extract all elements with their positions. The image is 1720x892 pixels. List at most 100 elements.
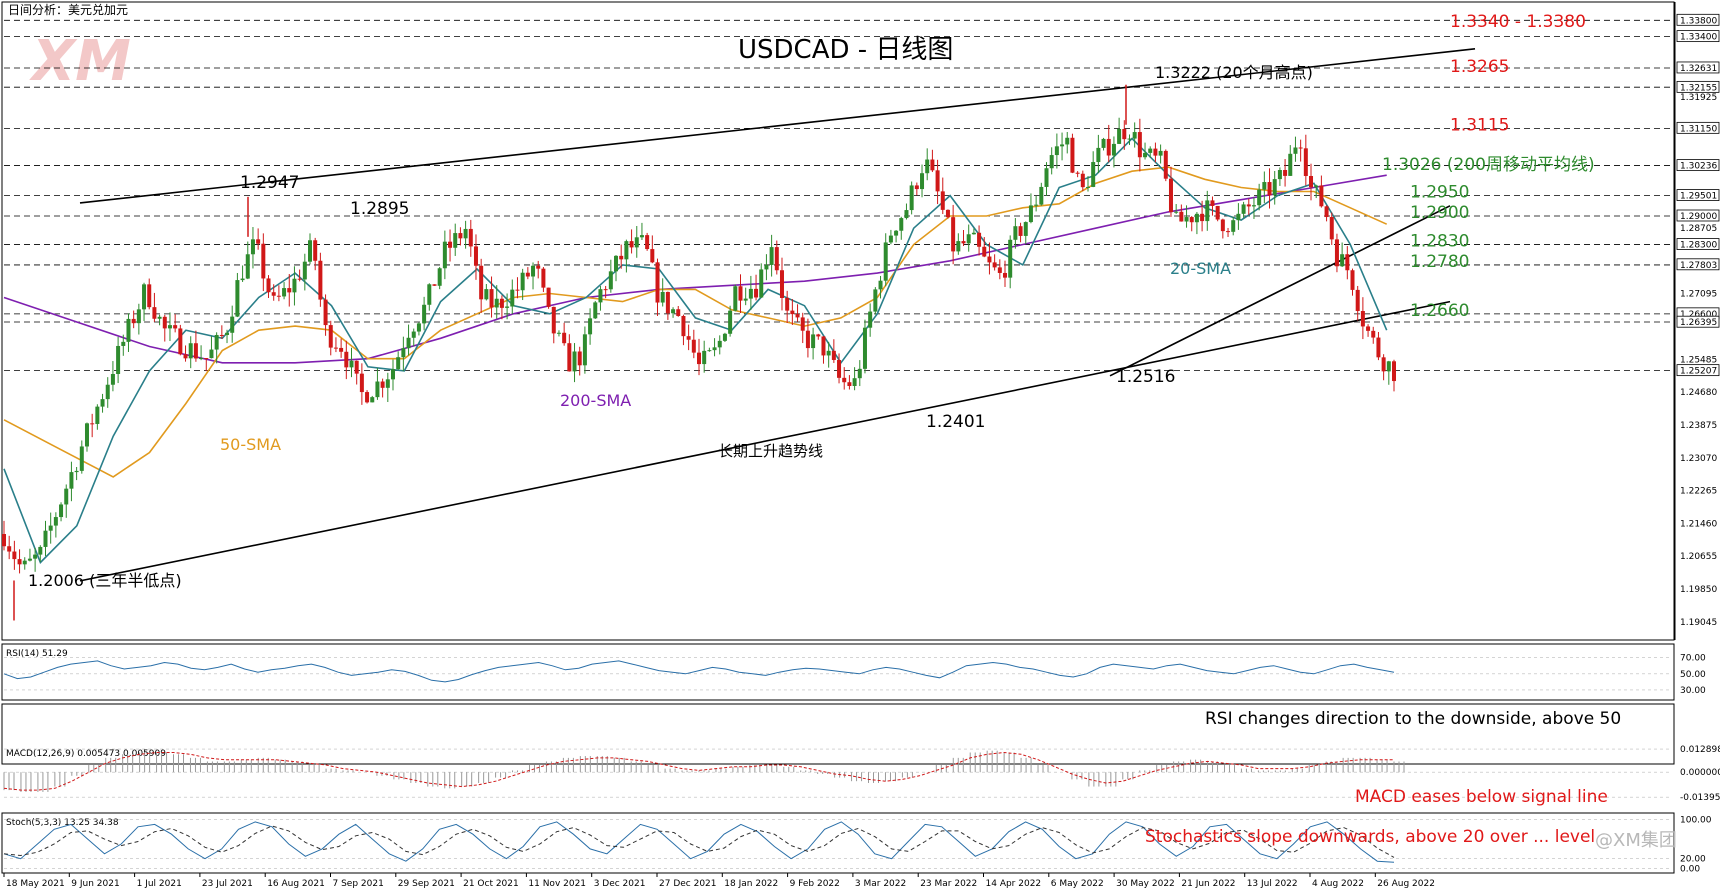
- stoch-tick-1: 20.00: [1680, 855, 1706, 865]
- candle-body: [12, 551, 17, 560]
- moving-average-lines: [3, 137, 1388, 564]
- candle-body: [1329, 217, 1334, 240]
- candle-body: [914, 185, 919, 190]
- annotation-1-2895: 1.2895: [350, 199, 409, 219]
- candle-body: [800, 317, 805, 331]
- candle-body: [1122, 129, 1127, 140]
- candle-body: [577, 351, 582, 366]
- candle-body: [390, 369, 395, 380]
- candle-body: [1340, 254, 1345, 267]
- candle-body: [816, 334, 821, 337]
- level-label-2: 1.3115: [1450, 115, 1509, 135]
- candle-body: [598, 289, 603, 303]
- candlesticks: [2, 84, 1396, 621]
- price-tick-label-12: 1.27095: [1680, 290, 1717, 300]
- candle-body: [1324, 206, 1329, 218]
- candle-body: [1065, 137, 1070, 145]
- price-tag-box-16: [1676, 364, 1720, 377]
- candle-body: [27, 558, 32, 561]
- price-tick-label-14: 1.26395: [1680, 318, 1717, 328]
- candle-body: [370, 397, 375, 403]
- date-tick-label-5: 7 Sep 2021: [333, 879, 384, 888]
- candle-body: [546, 287, 551, 307]
- candle-body: [59, 504, 64, 518]
- candle-body: [204, 358, 209, 360]
- candle-body: [556, 332, 561, 334]
- candle-body: [1080, 173, 1085, 188]
- candle-body: [1070, 137, 1075, 173]
- rsi-pane: [1, 643, 1675, 701]
- candle-body: [1132, 132, 1137, 139]
- candle-body: [7, 546, 12, 552]
- date-tick-label-17: 30 May 2022: [1116, 879, 1175, 888]
- candle-body: [790, 310, 795, 315]
- level-labels: 1.3340 - 1.3380 1.3265 1.3115 1.3026 (200周移…: [1382, 12, 1595, 321]
- candle-body: [64, 488, 69, 505]
- candle-body: [1220, 219, 1225, 232]
- candle-body: [1355, 289, 1360, 312]
- date-tick-label-20: 4 Aug 2022: [1312, 879, 1364, 888]
- candle-body: [1376, 337, 1381, 358]
- candle-body: [614, 255, 619, 272]
- annotation-1-2401: 1.2401: [926, 412, 985, 432]
- candle-body: [432, 284, 437, 286]
- price-tick-label-11: 1.27803: [1680, 261, 1717, 271]
- level-label-3: 1.3026 (200周移动平均线): [1382, 155, 1595, 175]
- candle-body: [354, 360, 359, 374]
- date-tick-label-14: 23 Mar 2022: [920, 879, 977, 888]
- candle-body: [520, 272, 525, 291]
- price-tick-label-19: 1.23070: [1680, 454, 1717, 464]
- candle-body: [256, 239, 261, 244]
- candle-body: [686, 336, 691, 340]
- candle-body: [1319, 185, 1324, 207]
- candle-body: [442, 241, 447, 269]
- candle-body: [1158, 150, 1163, 156]
- candle-body: [100, 399, 105, 407]
- candle-body: [240, 278, 245, 281]
- candle-body: [38, 546, 43, 555]
- date-tick-label-19: 13 Jul 2022: [1247, 879, 1298, 888]
- macd-tick-1: 0.000000: [1680, 768, 1720, 778]
- candle-body: [1008, 239, 1013, 278]
- candle-body: [676, 309, 681, 317]
- candle-body: [473, 246, 478, 266]
- candle-body: [681, 316, 686, 337]
- candle-body: [193, 343, 198, 359]
- candle-body: [406, 337, 411, 349]
- candle-body: [152, 307, 157, 319]
- stoch-tick-2: 0.00: [1680, 865, 1700, 875]
- candle-body: [2, 534, 6, 547]
- candle-body: [401, 348, 406, 358]
- candle-body: [1257, 189, 1262, 206]
- candle-body: [645, 235, 650, 250]
- price-tick-label-20: 1.22265: [1680, 487, 1717, 497]
- candle-body: [380, 381, 385, 388]
- candle-body: [697, 352, 701, 365]
- candle-body: [74, 470, 79, 473]
- date-tick-label-9: 3 Dec 2021: [594, 879, 646, 888]
- candle-body: [1003, 272, 1008, 278]
- candle-body: [1085, 186, 1090, 188]
- candle-body: [634, 237, 639, 248]
- stoch-title: Stoch(5,3,3) 13.25 34.38: [6, 818, 119, 828]
- date-tick-label-16: 6 May 2022: [1051, 879, 1104, 888]
- candle-body: [1386, 361, 1391, 372]
- price-tick-label-18: 1.23875: [1680, 421, 1717, 431]
- candle-body: [1179, 211, 1184, 222]
- price-tick-label-8: 1.29000: [1680, 212, 1717, 222]
- candle-body: [69, 472, 74, 489]
- candle-body: [183, 354, 188, 359]
- candle-body: [349, 360, 354, 368]
- candle-body: [707, 350, 712, 352]
- candle-body: [603, 289, 608, 291]
- candle-body: [805, 330, 810, 349]
- candle-body: [359, 373, 364, 393]
- candle-body: [173, 325, 178, 329]
- candle-body: [365, 392, 370, 403]
- candle-body: [1334, 239, 1339, 267]
- candle-body: [333, 347, 338, 349]
- candle-body: [266, 278, 271, 293]
- candle-body: [131, 318, 136, 324]
- candle-body: [1345, 254, 1350, 271]
- candle-body: [935, 170, 940, 192]
